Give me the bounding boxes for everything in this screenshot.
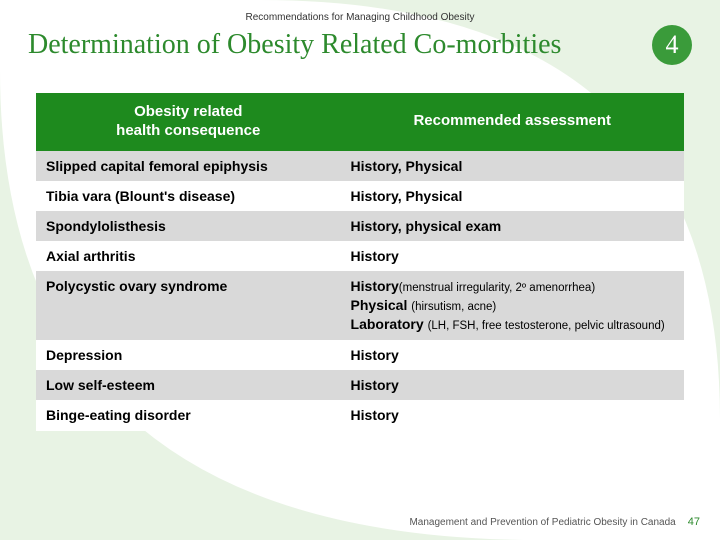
cell-assessment: History, physical exam <box>341 211 684 241</box>
header-suptitle: Recommendations for Managing Childhood O… <box>28 12 692 23</box>
cell-consequence: Spondylolisthesis <box>36 211 341 241</box>
table-row: Polycystic ovary syndromeHistory(menstru… <box>36 271 684 340</box>
cell-assessment: History <box>341 370 684 400</box>
cell-assessment: History <box>341 241 684 271</box>
cell-assessment: History, Physical <box>341 181 684 211</box>
cell-assessment: History, Physical <box>341 151 684 181</box>
cell-consequence: Depression <box>36 340 341 370</box>
table-row: Axial arthritisHistory <box>36 241 684 271</box>
comorbidity-table: Obesity relatedhealth consequence Recomm… <box>36 93 684 431</box>
cell-consequence: Polycystic ovary syndrome <box>36 271 341 340</box>
table-row: Binge-eating disorderHistory <box>36 400 684 430</box>
step-badge: 4 <box>652 25 692 65</box>
footer-source: Management and Prevention of Pediatric O… <box>409 517 675 528</box>
cell-consequence: Tibia vara (Blount's disease) <box>36 181 341 211</box>
table-row: Slipped capital femoral epiphysisHistory… <box>36 151 684 181</box>
cell-assessment: History(menstrual irregularity, 2º ameno… <box>341 271 684 340</box>
cell-assessment: History <box>341 400 684 430</box>
table-body: Slipped capital femoral epiphysisHistory… <box>36 151 684 431</box>
page-title: Determination of Obesity Related Co-morb… <box>28 29 561 61</box>
page-number: 47 <box>688 516 700 528</box>
table-row: Low self-esteemHistory <box>36 370 684 400</box>
cell-assessment: History <box>341 340 684 370</box>
table-row: Tibia vara (Blount's disease)History, Ph… <box>36 181 684 211</box>
footer: Management and Prevention of Pediatric O… <box>409 516 700 528</box>
table-row: SpondylolisthesisHistory, physical exam <box>36 211 684 241</box>
cell-consequence: Axial arthritis <box>36 241 341 271</box>
col-header-consequence: Obesity relatedhealth consequence <box>36 93 341 151</box>
cell-consequence: Binge-eating disorder <box>36 400 341 430</box>
cell-consequence: Slipped capital femoral epiphysis <box>36 151 341 181</box>
cell-consequence: Low self-esteem <box>36 370 341 400</box>
col-header-assessment: Recommended assessment <box>341 93 684 151</box>
table-row: DepressionHistory <box>36 340 684 370</box>
